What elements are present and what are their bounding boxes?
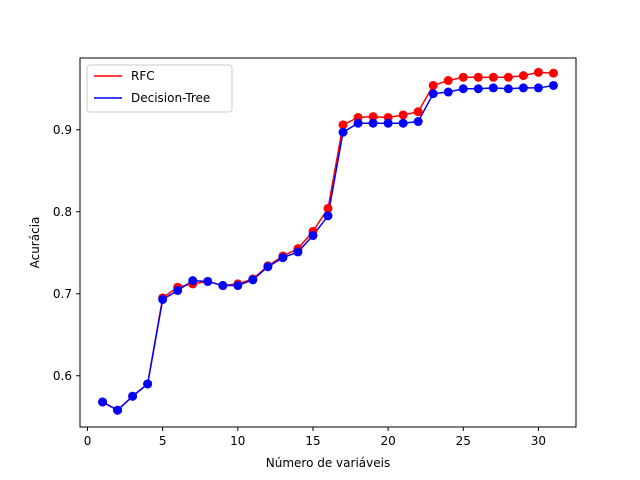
data-point-decision-tree-7 [188,276,198,286]
data-point-decision-tree-6 [173,285,183,295]
x-tick-label: 15 [305,434,320,448]
data-point-decision-tree-20 [383,118,393,128]
legend-label-rfc: RFC [131,69,155,83]
data-point-decision-tree-27 [488,83,498,93]
data-point-rfc-31 [548,68,558,78]
data-point-decision-tree-18 [353,118,363,128]
x-axis-ticks: 0 5 10 15 20 25 30 [84,427,546,448]
x-axis-label: Número de variáveis [266,456,390,470]
data-point-decision-tree-22 [413,117,423,127]
data-point-decision-tree-24 [443,87,453,97]
x-tick-label: 10 [230,434,245,448]
data-point-decision-tree-3 [128,391,138,401]
data-point-rfc-16 [323,203,333,213]
data-point-decision-tree-4 [143,379,153,389]
y-tick-label: 0.8 [53,205,72,219]
data-point-decision-tree-16 [323,211,333,221]
x-tick-label: 5 [159,434,167,448]
data-point-decision-tree-26 [473,84,483,94]
axes-frame [79,57,577,428]
data-point-decision-tree-17 [338,127,348,137]
data-point-decision-tree-23 [428,89,438,99]
x-tick-label: 25 [456,434,471,448]
data-point-rfc-24 [443,76,453,86]
data-point-rfc-19 [368,112,378,122]
data-point-rfc-29 [518,71,528,81]
x-tick-label: 30 [531,434,546,448]
data-point-decision-tree-30 [533,83,543,93]
y-tick-label: 0.6 [53,369,72,383]
data-point-decision-tree-21 [398,118,408,128]
data-point-rfc-30 [533,67,543,77]
data-point-decision-tree-15 [308,231,318,241]
y-tick-label: 0.9 [53,123,72,137]
legend-box [86,64,233,113]
data-point-decision-tree-12 [263,262,273,272]
data-point-decision-tree-11 [248,275,258,285]
data-point-decision-tree-5 [158,294,168,304]
data-point-rfc-25 [458,72,468,82]
y-axis-ticks: 0.6 0.7 0.8 0.9 [53,123,80,383]
data-point-decision-tree-14 [293,247,303,257]
data-point-rfc-23 [428,80,438,90]
data-point-rfc-26 [473,72,483,82]
data-point-decision-tree-25 [458,84,468,94]
data-point-decision-tree-28 [503,84,513,94]
data-point-decision-tree-8 [203,276,213,286]
data-point-decision-tree-31 [548,80,558,90]
data-point-decision-tree-1 [98,397,108,407]
data-point-rfc-22 [413,107,423,117]
data-point-decision-tree-29 [518,83,528,93]
data-point-decision-tree-9 [218,281,228,291]
data-point-decision-tree-19 [368,118,378,128]
data-point-decision-tree-13 [278,253,288,263]
data-point-decision-tree-2 [113,405,123,415]
legend-label-decision-tree: Decision-Tree [131,91,210,105]
plot-area [80,58,576,427]
y-axis-label: Acurácia [28,217,42,269]
data-point-rfc-27 [488,72,498,82]
y-tick-label: 0.7 [53,287,72,301]
x-tick-label: 20 [380,434,395,448]
data-point-rfc-21 [398,110,408,120]
series-markers [98,67,558,415]
data-point-rfc-28 [503,72,513,82]
legend: RFC Decision-Tree [86,64,233,113]
x-tick-label: 0 [84,434,92,448]
data-point-rfc-17 [338,120,348,130]
data-point-decision-tree-10 [233,281,243,291]
